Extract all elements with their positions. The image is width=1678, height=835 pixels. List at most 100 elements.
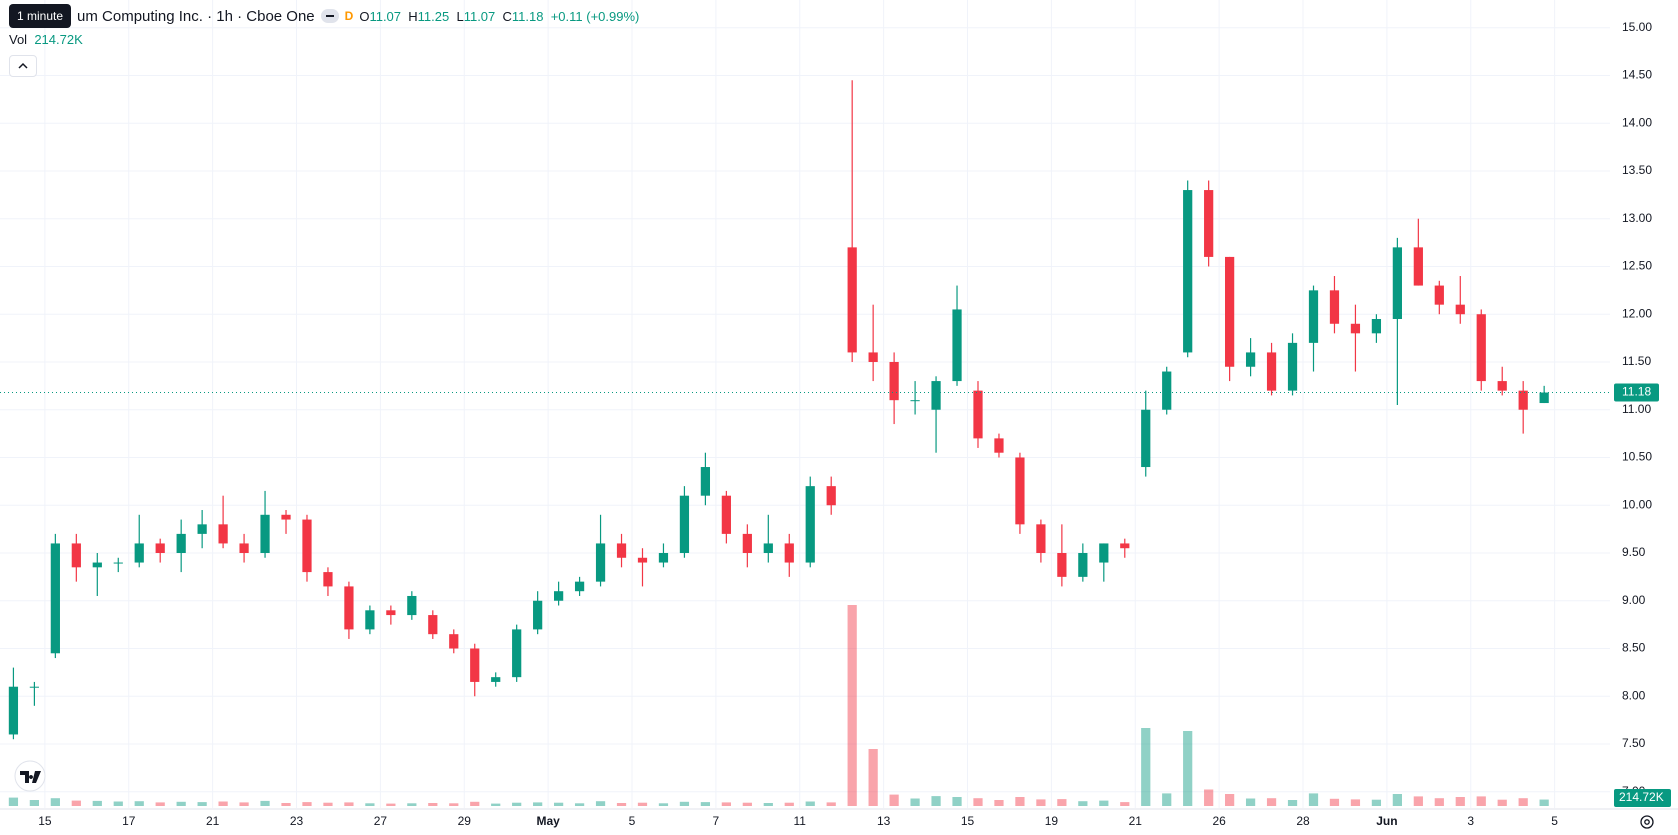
volume-bar bbox=[826, 802, 836, 806]
close-label: C bbox=[502, 8, 512, 24]
candle-body bbox=[658, 552, 669, 563]
volume-bar bbox=[1518, 798, 1528, 806]
candle-body bbox=[1120, 543, 1130, 549]
last-price-badge bbox=[1614, 383, 1659, 402]
candle-body bbox=[700, 467, 711, 496]
collapse-button[interactable] bbox=[9, 55, 37, 77]
volume-bar bbox=[176, 801, 186, 806]
open-value: 11.07 bbox=[369, 8, 402, 24]
volume-bar bbox=[574, 803, 585, 806]
candle-body bbox=[1308, 290, 1319, 343]
candle-body bbox=[868, 352, 878, 362]
symbol-title[interactable]: um Computing Inc. · 1h · Cboe One bbox=[77, 7, 315, 25]
volume-bar bbox=[679, 801, 690, 806]
x-tick-label: 3 bbox=[1467, 814, 1474, 828]
candle-body bbox=[449, 634, 459, 649]
volume-bar bbox=[763, 803, 773, 806]
y-tick-label: 7.50 bbox=[1622, 736, 1646, 750]
x-tick-label: 11 bbox=[794, 814, 807, 828]
x-tick-label: 27 bbox=[374, 814, 388, 828]
y-tick-label: 14.50 bbox=[1622, 68, 1652, 82]
candle-body bbox=[1455, 304, 1465, 315]
y-tick-label: 8.50 bbox=[1622, 641, 1646, 655]
gear-outer bbox=[1640, 815, 1654, 829]
volume-bar bbox=[281, 803, 291, 806]
candle-body bbox=[1078, 552, 1088, 577]
volume-bar bbox=[449, 803, 459, 806]
low-value: 11.07 bbox=[463, 8, 496, 24]
collapse-icon bbox=[18, 62, 28, 69]
volume-bar bbox=[1413, 796, 1423, 806]
y-tick-label: 11.50 bbox=[1622, 354, 1651, 368]
last-price-label: 11.18 bbox=[1622, 385, 1651, 399]
x-tick-label: 23 bbox=[290, 814, 304, 828]
volume-bar bbox=[721, 802, 731, 806]
candle-body bbox=[407, 595, 417, 616]
y-tick-label: 10.50 bbox=[1622, 450, 1652, 464]
candle-body bbox=[1162, 371, 1172, 410]
volume-bar bbox=[1287, 800, 1298, 806]
volume-bar bbox=[658, 803, 669, 806]
candle-body bbox=[8, 686, 19, 735]
volume-bar bbox=[868, 749, 878, 806]
candle-body bbox=[1518, 390, 1528, 410]
candle-body bbox=[1057, 552, 1067, 577]
volume-bar bbox=[847, 605, 857, 806]
candle-body bbox=[763, 543, 773, 553]
volume-value: 214.72K bbox=[34, 32, 83, 47]
volume-bar bbox=[1036, 799, 1046, 806]
volume-bar bbox=[994, 800, 1004, 806]
x-tick-label: 26 bbox=[1212, 814, 1226, 828]
x-tick-label: 17 bbox=[122, 814, 136, 828]
candle-body bbox=[1204, 190, 1214, 257]
volume-bar bbox=[1162, 793, 1172, 806]
candle-body bbox=[1141, 409, 1151, 468]
legend-row: 1 minute um Computing Inc. · 1h · Cboe O… bbox=[9, 4, 639, 28]
candle-body bbox=[1413, 247, 1423, 286]
volume-bar bbox=[1350, 799, 1361, 806]
candle-body bbox=[784, 543, 794, 563]
data-badge[interactable]: D bbox=[344, 9, 354, 23]
candle-body bbox=[1371, 318, 1382, 334]
volume-bar bbox=[512, 802, 522, 806]
volume-bar bbox=[805, 801, 815, 806]
x-tick-label: 21 bbox=[206, 814, 220, 828]
volume-bar bbox=[1204, 789, 1214, 806]
y-tick-label: 15.00 bbox=[1622, 20, 1652, 34]
volume-bar bbox=[386, 803, 396, 806]
volume-bar bbox=[470, 801, 480, 806]
volume-bar bbox=[616, 803, 627, 806]
volume-bar bbox=[1078, 801, 1088, 806]
x-tick-label: Jun bbox=[1376, 814, 1397, 828]
candle-body bbox=[176, 533, 186, 553]
candle-body bbox=[50, 543, 60, 654]
volume-bar bbox=[1245, 798, 1256, 806]
x-tick-label: May bbox=[536, 814, 560, 828]
volume-bar bbox=[889, 794, 899, 806]
volume-bar bbox=[71, 800, 81, 806]
candle-body bbox=[595, 543, 606, 582]
market-status[interactable] bbox=[320, 9, 339, 23]
tooltip: 1 minute bbox=[9, 4, 72, 28]
volume-bar bbox=[92, 800, 102, 806]
y-tick-label: 13.00 bbox=[1622, 211, 1652, 225]
volume-bar bbox=[365, 803, 375, 806]
candle-body bbox=[973, 390, 983, 439]
open-label: O bbox=[359, 8, 370, 24]
candle-body bbox=[92, 562, 102, 568]
candle-body bbox=[533, 600, 543, 630]
settings-icon[interactable] bbox=[1640, 815, 1654, 829]
candle-body bbox=[554, 591, 564, 601]
candle-body bbox=[155, 543, 165, 553]
volume-bar bbox=[742, 802, 752, 806]
candle-body bbox=[29, 686, 40, 688]
candle-body bbox=[847, 247, 857, 353]
candle-body bbox=[113, 562, 123, 564]
candle-body bbox=[910, 400, 920, 402]
candle-body bbox=[994, 438, 1004, 453]
candle-body bbox=[1329, 290, 1340, 324]
volume-bar bbox=[8, 797, 19, 806]
candle-body bbox=[931, 381, 941, 410]
volume-bar bbox=[1183, 731, 1193, 806]
